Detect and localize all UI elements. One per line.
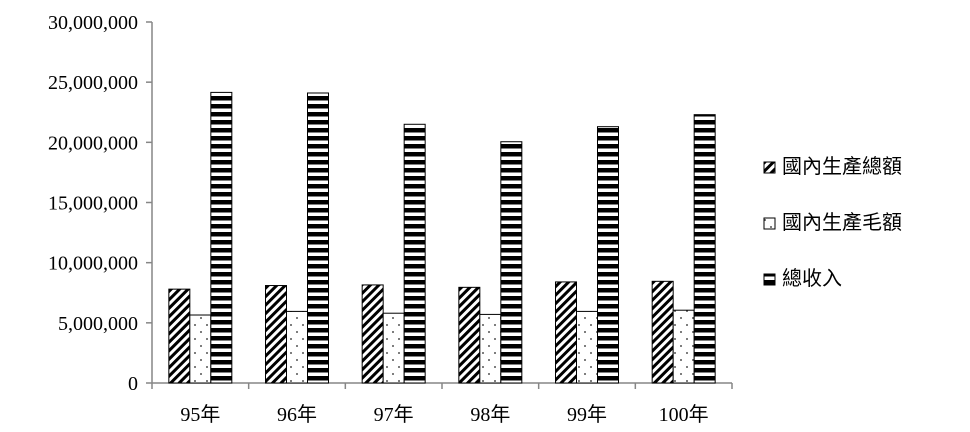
y-tick-label: 30,000,000	[48, 12, 138, 34]
x-tick-label: 96年	[277, 403, 317, 426]
y-tick-label: 20,000,000	[48, 132, 138, 154]
bar-1-1	[286, 310, 308, 384]
bar-0-2	[361, 284, 384, 384]
bars	[168, 91, 716, 384]
bar-1-2	[382, 312, 405, 384]
legend-swatch	[763, 273, 776, 286]
bar-2-2	[403, 123, 426, 384]
x-tick-label: 98年	[470, 403, 510, 426]
bar-2-1	[307, 92, 329, 384]
legend-swatch	[763, 161, 776, 174]
legend-label: 國內生產毛額	[782, 210, 902, 234]
legend-label: 國內生產總額	[782, 154, 902, 178]
y-tick-label: 0	[128, 373, 138, 395]
bar-1-0	[189, 314, 212, 384]
x-axis: 95年 96年 97年 98年 99年 100年	[151, 382, 733, 426]
y-tick-label: 25,000,000	[48, 72, 138, 94]
y-tick-label: 10,000,000	[48, 253, 138, 275]
bar-0-3	[458, 286, 481, 384]
y-axis: 0 5,000,000 10,000,000 15,000,000 20,000,000…	[48, 12, 153, 395]
legend-label: 總收入	[782, 266, 842, 290]
bar-2-0	[210, 91, 233, 384]
bar-0-5	[651, 280, 674, 384]
bar-0-0	[168, 288, 191, 384]
bar-0-1	[265, 285, 287, 384]
bar-2-5	[693, 114, 716, 384]
x-tick-label: 99年	[567, 403, 607, 426]
bar-0-4	[555, 281, 577, 384]
bar-2-4	[597, 126, 619, 384]
x-tick-label: 97年	[374, 403, 414, 426]
bar-1-3	[479, 313, 502, 384]
x-tick-label: 100年	[659, 403, 709, 426]
x-tick-label: 95年	[180, 403, 220, 426]
y-tick-label: 15,000,000	[48, 193, 138, 215]
y-tick-label: 5,000,000	[58, 313, 138, 335]
bar-1-5	[672, 309, 695, 384]
legend-swatch	[763, 217, 776, 230]
bar-2-3	[500, 141, 523, 384]
bar-1-4	[576, 310, 598, 384]
